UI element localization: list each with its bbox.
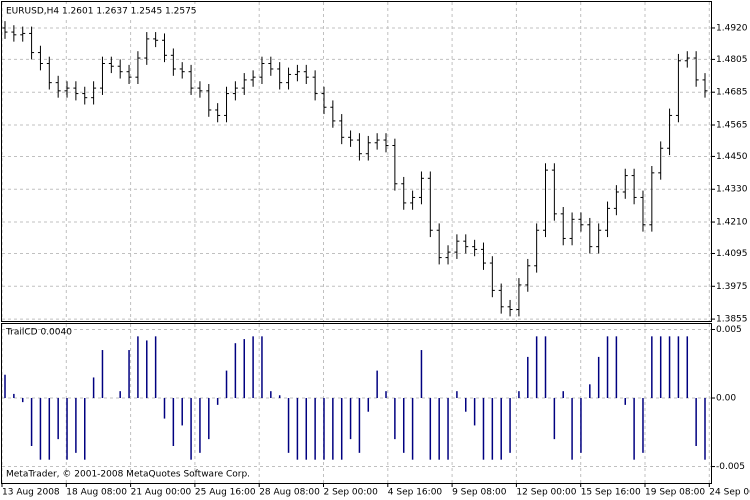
y-tick-label: 1.4685: [716, 88, 748, 98]
y-tick-label: 1.4565: [716, 121, 748, 131]
y-tick-label: 1.3975: [716, 282, 748, 292]
title-backdrop: [4, 4, 254, 18]
time-label: 15 Sep 16:00: [581, 488, 641, 498]
y-tick-label: 1.4450: [716, 152, 748, 162]
y-tick-label: 1.4920: [716, 23, 748, 33]
time-label: 19 Sep 08:00: [645, 488, 705, 498]
price-title: EURUSD,H4 1.2601 1.2637 1.2545 1.2575: [6, 7, 197, 17]
y-tick-label: 1.4805: [716, 55, 748, 65]
y-tick-label: 0.00: [716, 394, 736, 404]
y-tick-label: 1.3855: [716, 315, 748, 325]
price-pane-frame: [1, 1, 712, 322]
time-label: 21 Aug 00:00: [131, 488, 192, 498]
y-tick-label: 0.005: [716, 325, 742, 335]
time-label: 28 Aug 08:00: [259, 488, 320, 498]
y-tick-label: 1.4330: [716, 185, 748, 195]
time-label: 2 Sep 00:00: [324, 488, 379, 498]
indicator-pane-frame: [1, 323, 712, 484]
time-label: 18 Aug 08:00: [66, 488, 127, 498]
y-tick-label: 1.4210: [716, 218, 748, 228]
indicator-title: TrailCD 0.0040: [5, 328, 72, 338]
copyright-note: MetaTrader, © 2001-2008 MetaQuotes Softw…: [6, 470, 250, 480]
time-label: 4 Sep 16:00: [388, 488, 443, 498]
time-label: 12 Sep 00:00: [516, 488, 576, 498]
time-label: 24 Sep 00: [709, 488, 750, 498]
y-tick-label: 1.4095: [716, 249, 748, 259]
time-label: 9 Sep 08:00: [452, 488, 507, 498]
y-tick-label: -0.005: [716, 462, 745, 472]
time-label: 25 Aug 16:00: [195, 488, 256, 498]
time-label: 13 Aug 2008: [2, 488, 60, 498]
chart-layer: [1, 2, 711, 483]
